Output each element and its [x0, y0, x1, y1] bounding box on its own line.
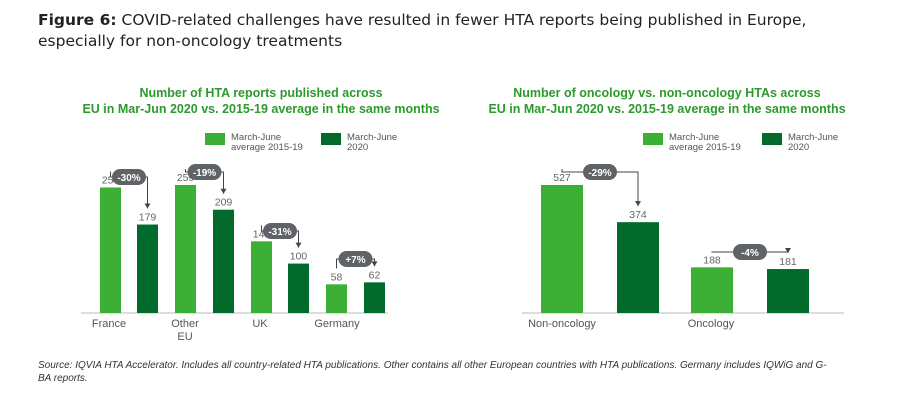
chart1-change-badge [263, 223, 297, 239]
chart2-data-label: 374 [629, 209, 647, 221]
chart1-title-line: EU in Mar-Jun 2020 vs. 2015-19 average i… [82, 102, 439, 116]
chart1-bar-germany-s1 [326, 284, 347, 313]
chart2-arrow-head [635, 201, 641, 207]
source-note: Source: IQVIA HTA Accelerator. Includes … [38, 360, 827, 384]
figure-title: Figure 6: COVID-related challenges have … [38, 10, 868, 52]
chart2-change-label: -4% [741, 248, 759, 259]
chart1-legend-label: March-June [231, 132, 281, 143]
chart2-change-label: -29% [588, 168, 611, 179]
chart1-arrow-head [371, 261, 378, 267]
chart2-bar-oncology-s1 [691, 267, 733, 313]
chart1-bar-uk-s1 [251, 241, 272, 313]
chart1-change-badge [338, 251, 373, 267]
chart1-change-label: -19% [193, 168, 216, 179]
chart2-data-label: 188 [703, 254, 721, 266]
chart2-change-badge [733, 244, 767, 260]
chart2-category-label: Non-oncology [528, 318, 596, 330]
chart2-legend-swatch-2 [762, 133, 782, 145]
chart2-data-label: 527 [553, 172, 571, 184]
chart1-bar-france-s1 [100, 187, 121, 313]
chart1-category-label: Germany [314, 318, 360, 330]
chart1-data-label: 100 [290, 251, 308, 263]
chart1-legend-label: average 2015-19 [231, 142, 303, 153]
chart1-bar-other-eu-s2 [213, 209, 234, 313]
chart2-title-line: EU in Mar-Jun 2020 vs. 2015-19 average i… [488, 102, 845, 116]
chart1-change-label: +7% [345, 255, 365, 266]
chart1-category-label: France [92, 318, 126, 330]
chart1-legend-swatch-1 [205, 133, 225, 145]
chart2-legend-label: March-June [788, 132, 838, 143]
chart1-change-label: -31% [268, 227, 291, 238]
chart1-arrow-head [144, 203, 151, 209]
chart1-category-label: Other [171, 318, 199, 330]
chart1-data-label: 62 [369, 269, 381, 281]
chart1-bar-uk-s2 [288, 263, 309, 313]
chart2-legend-label: 2020 [788, 142, 809, 153]
figure-title-text: COVID-related challenges have resulted i… [38, 11, 807, 50]
chart1-title-line: Number of HTA reports published across [139, 86, 382, 100]
chart2-legend-swatch-1 [643, 133, 663, 145]
chart1-bar-germany-s2 [364, 282, 385, 313]
chart2-legend-label: average 2015-19 [669, 142, 741, 153]
chart2-legend-label: March-June [669, 132, 719, 143]
chart1-change-badge [187, 164, 222, 180]
chart2-bar-oncology-s2 [767, 269, 809, 313]
chart1-category-label: EU [177, 331, 192, 343]
chart1-bar-other-eu-s1 [175, 185, 196, 313]
chart2-change-badge [583, 164, 617, 180]
chart1-bar-france-s2 [137, 224, 158, 313]
chart1-legend-label: March-June [347, 132, 397, 143]
chart2-category-label: Oncology [688, 318, 735, 330]
chart1-arrow-head [295, 242, 302, 248]
chart1-legend-swatch-2 [321, 133, 341, 145]
chart1-category-label: UK [252, 318, 268, 330]
chart2-bar-non-oncology-s2 [617, 222, 659, 313]
figure-label: Figure 6: [38, 11, 117, 29]
chart1-change-badge [112, 169, 146, 185]
chart1-data-label: 58 [331, 271, 343, 283]
chart2-arrow-head [785, 248, 791, 254]
chart1-change-label: -30% [117, 173, 140, 184]
chart2-title-line: Number of oncology vs. non-oncology HTAs… [513, 86, 820, 100]
chart1-arrow-head [220, 188, 227, 194]
chart1-legend-label: 2020 [347, 142, 368, 153]
chart1-data-label: 209 [215, 197, 233, 209]
chart2-bar-non-oncology-s1 [541, 185, 583, 313]
chart2-data-label: 181 [779, 256, 797, 268]
chart1-data-label: 179 [139, 212, 157, 224]
